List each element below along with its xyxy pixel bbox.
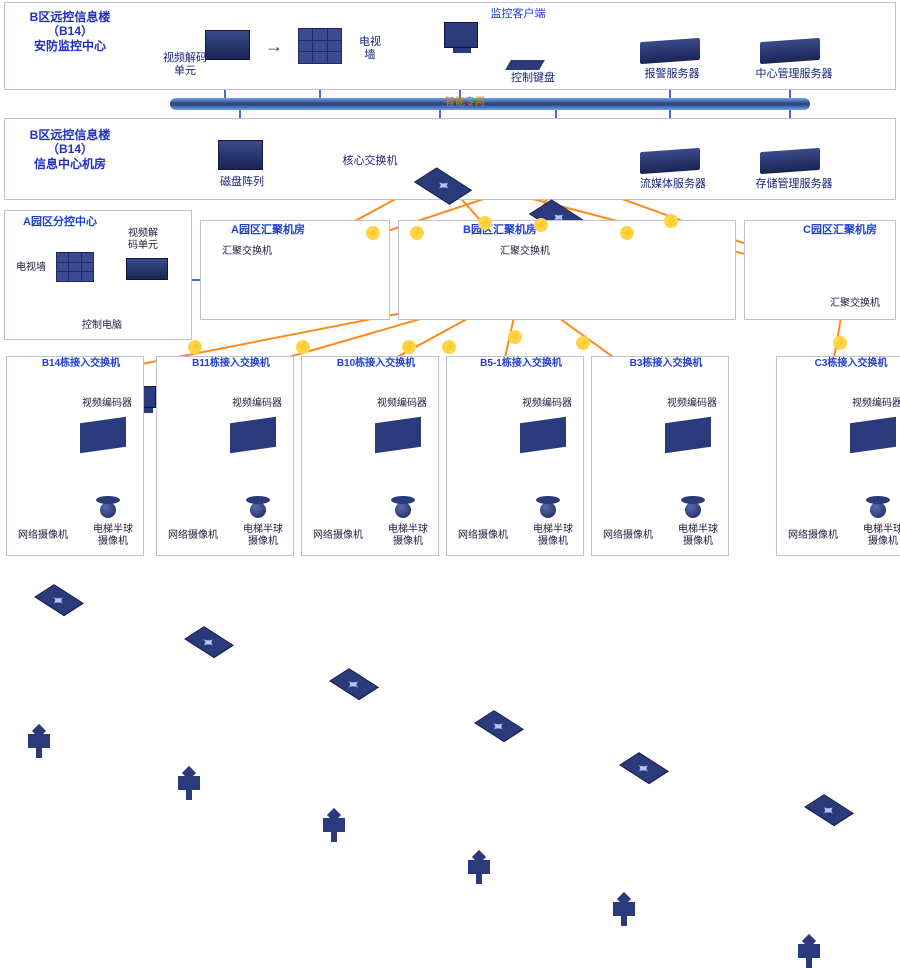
arrow-right-icon: → [265,36,283,57]
tv-wall-label: 电视 墙 [350,36,390,62]
bus-label: 智能专网 [430,97,500,109]
sub-tvwall-icon [56,252,94,282]
agg-b-switch-label: 汇聚交换机 [490,246,560,258]
lightning-icon: ⚡ [534,218,548,232]
sub-decode-icon [126,258,168,280]
access-switch-icon [619,752,668,784]
dome-camera-icon [250,502,266,518]
stream-server-icon [640,148,700,174]
encoder-label: 视频编码器 [367,398,437,410]
access-switch-icon [474,710,523,742]
encoder-label: 视频编码器 [842,398,900,410]
encoder-label: 视频编码器 [512,398,582,410]
t3: 安防监控中心 [34,39,106,53]
dome-camera-label: 电梯半球 摄像机 [518,524,588,548]
lightning-icon: ⚡ [366,226,380,240]
access-title-1: B11栋接入交换机 [166,358,296,370]
m2: （B14） [47,142,93,156]
storage-server-icon [760,148,820,174]
ip-camera-icon [323,818,345,832]
t2: （B14） [47,24,93,38]
access-title-5: C3栋接入交换机 [786,358,900,370]
dome-camera-icon [100,502,116,518]
disk-array-label: 磁盘阵列 [210,176,274,189]
encoder-label: 视频编码器 [222,398,292,410]
ctrl-keyboard-label: 控制键盘 [498,72,568,85]
dome-camera-label: 电梯半球 摄像机 [848,524,900,548]
lightning-icon: ⚡ [442,340,456,354]
agg-a-title: A园区汇聚机房 [208,224,328,237]
lightning-icon: ⚡ [188,340,202,354]
lightning-icon: ⚡ [402,340,416,354]
lightning-icon: ⚡ [478,216,492,230]
center-mgmt-server-icon [760,38,820,64]
tv-wall-icon [298,28,342,64]
lightning-icon: ⚡ [664,214,678,228]
ip-camera-label: 网络摄像机 [448,530,518,542]
dome-camera-icon [870,502,886,518]
m3: 信息中心机房 [34,157,106,171]
dome-camera-label: 电梯半球 摄像机 [78,524,148,548]
agg-a-switch-label: 汇聚交换机 [212,246,282,258]
dome-camera-label: 电梯半球 摄像机 [663,524,733,548]
lightning-icon: ⚡ [296,340,310,354]
sub-title: A园区分控中心 [10,216,110,229]
ip-camera-label: 网络摄像机 [593,530,663,542]
ip-camera-label: 网络摄像机 [158,530,228,542]
mid-title: B区远控信息楼 （B14） 信息中心机房 [10,128,130,171]
dome-camera-icon [685,502,701,518]
monitor-client-icon [444,22,478,48]
t1: B区远控信息楼 [30,10,111,24]
monitor-client-label: 监控客户端 [478,8,558,21]
agg-c-title: C园区汇聚机房 [790,224,890,237]
center-mgmt-server-label: 中心管理服务器 [744,68,844,81]
m1: B区远控信息楼 [30,128,111,142]
ip-camera-icon [798,944,820,958]
access-title-4: B3栋接入交换机 [601,358,731,370]
sub-pc-label: 控制电脑 [74,320,130,332]
access-title-2: B10栋接入交换机 [311,358,441,370]
ip-camera-icon [28,734,50,748]
ip-camera-icon [468,860,490,874]
access-switch-icon [34,584,83,616]
access-switch-icon [329,668,378,700]
lightning-icon: ⚡ [620,226,634,240]
alarm-server-label: 报警服务器 [632,68,712,81]
encoder-label: 视频编码器 [72,398,142,410]
ctrl-keyboard-icon [505,60,545,70]
alarm-server-icon [640,38,700,64]
ip-camera-icon [613,902,635,916]
lightning-icon: ⚡ [410,226,424,240]
lightning-icon: ⚡ [508,330,522,344]
lightning-icon: ⚡ [576,336,590,350]
lightning-icon: ⚡ [833,336,847,350]
sub-tvwall-label: 电视墙 [10,262,52,274]
decode-unit-label: 视频解码 单元 [155,52,215,78]
dome-camera-icon [540,502,556,518]
ip-camera-label: 网络摄像机 [778,530,848,542]
ip-camera-label: 网络摄像机 [303,530,373,542]
access-switch-icon [804,794,853,826]
dome-camera-label: 电梯半球 摄像机 [228,524,298,548]
dome-camera-label: 电梯半球 摄像机 [373,524,443,548]
stream-server-label: 流媒体服务器 [628,178,718,191]
storage-server-label: 存储管理服务器 [744,178,844,191]
access-title-3: B5-1栋接入交换机 [456,358,586,370]
encoder-label: 视频编码器 [657,398,727,410]
disk-array-icon [218,140,263,170]
dome-camera-icon [395,502,411,518]
agg-c-switch-label: 汇聚交换机 [820,298,890,310]
access-title-0: B14栋接入交换机 [16,358,146,370]
sub-decode-label: 视频解 码单元 [118,228,168,252]
ip-camera-label: 网络摄像机 [8,530,78,542]
top-title: B区远控信息楼 （B14） 安防监控中心 [10,10,130,53]
core-switch-label: 核心交换机 [330,155,410,168]
ip-camera-icon [178,776,200,790]
access-switch-icon [184,626,233,658]
